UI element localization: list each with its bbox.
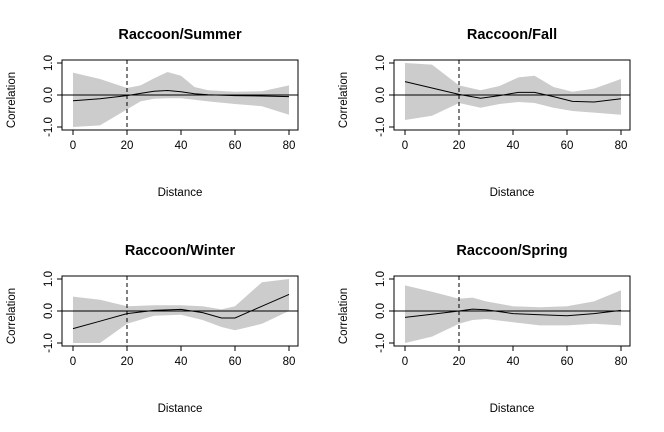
x-tick-label: 60 — [561, 140, 574, 152]
y-tick-label: -1.0 — [375, 333, 387, 353]
x-tick-label: 0 — [70, 356, 76, 368]
y-axis-label: Correlation — [6, 72, 18, 128]
y-tick-label: -1.0 — [43, 333, 55, 353]
panel-raccoon-spring: Raccoon/Spring 0 20 40 60 80 -1.0 0.0 1.0 Dista… — [338, 243, 631, 415]
x-tick-label: 0 — [402, 356, 408, 368]
y-axis-label: Correlation — [338, 72, 350, 128]
x-tick-label: 60 — [561, 356, 574, 368]
panel-raccoon-summer: Raccoon/Summer 0 20 40 60 80 -1.0 0.0 1.0 Dista… — [6, 27, 299, 199]
y-tick-label: 0.0 — [43, 303, 55, 319]
x-tick-label: 60 — [229, 356, 242, 368]
estimate-line — [404, 308, 622, 318]
x-tick-label: 40 — [175, 356, 188, 368]
plot-inner — [394, 276, 630, 346]
x-tick-label: 60 — [229, 140, 242, 152]
plot-area: 0 20 40 60 80 -1.0 0.0 1.0 — [375, 271, 631, 368]
plot-area: 0 20 40 60 80 -1.0 0.0 1.0 — [43, 55, 299, 152]
x-axis-label: Distance — [490, 187, 535, 199]
y-axis-label: Correlation — [338, 288, 350, 344]
x-axis-label: Distance — [158, 187, 203, 199]
y-tick-label: 0.0 — [43, 87, 55, 103]
plot-inner — [62, 60, 298, 130]
y-tick-label: 0.0 — [375, 87, 387, 103]
y-tick-label: 1.0 — [375, 271, 387, 287]
x-tick-label: 20 — [121, 356, 134, 368]
panel-raccoon-winter: Raccoon/Winter 0 20 40 60 80 -1.0 0.0 1.0 Dista… — [6, 243, 299, 415]
y-tick-label: -1.0 — [43, 117, 55, 137]
y-tick-label: -1.0 — [375, 117, 387, 137]
confidence-band — [405, 63, 621, 120]
panel-title: Raccoon/Summer — [118, 27, 242, 43]
plot-inner — [394, 60, 630, 130]
x-tick-label: 40 — [175, 140, 188, 152]
panel-title: Raccoon/Fall — [467, 27, 557, 43]
y-axis-label: Correlation — [6, 288, 18, 344]
x-tick-label: 80 — [283, 356, 296, 368]
estimate-line — [72, 293, 290, 330]
estimate-line — [72, 89, 290, 102]
panel-title: Raccoon/Winter — [125, 243, 236, 259]
x-tick-label: 40 — [507, 140, 520, 152]
x-tick-label: 20 — [121, 140, 134, 152]
panel-raccoon-fall: Raccoon/Fall 0 20 40 60 80 -1.0 0.0 1.0 Distanc… — [338, 27, 631, 199]
x-tick-label: 20 — [453, 356, 466, 368]
plot-area: 0 20 40 60 80 -1.0 0.0 1.0 — [43, 271, 299, 368]
y-tick-label: 1.0 — [43, 55, 55, 71]
confidence-band — [73, 72, 289, 127]
panel-title: Raccoon/Spring — [456, 243, 567, 259]
x-tick-label: 80 — [615, 140, 628, 152]
x-tick-label: 80 — [615, 356, 628, 368]
y-tick-label: 0.0 — [375, 303, 387, 319]
plot-inner — [62, 276, 298, 346]
estimate-line — [404, 81, 622, 103]
x-axis-label: Distance — [158, 403, 203, 415]
y-tick-label: 1.0 — [375, 55, 387, 71]
x-tick-label: 20 — [453, 140, 466, 152]
x-tick-label: 40 — [507, 356, 520, 368]
y-tick-label: 1.0 — [43, 271, 55, 287]
x-tick-label: 80 — [283, 140, 296, 152]
x-tick-label: 0 — [402, 140, 408, 152]
plot-area: 0 20 40 60 80 -1.0 0.0 1.0 — [375, 55, 631, 152]
x-axis-label: Distance — [490, 403, 535, 415]
x-tick-label: 0 — [70, 140, 76, 152]
